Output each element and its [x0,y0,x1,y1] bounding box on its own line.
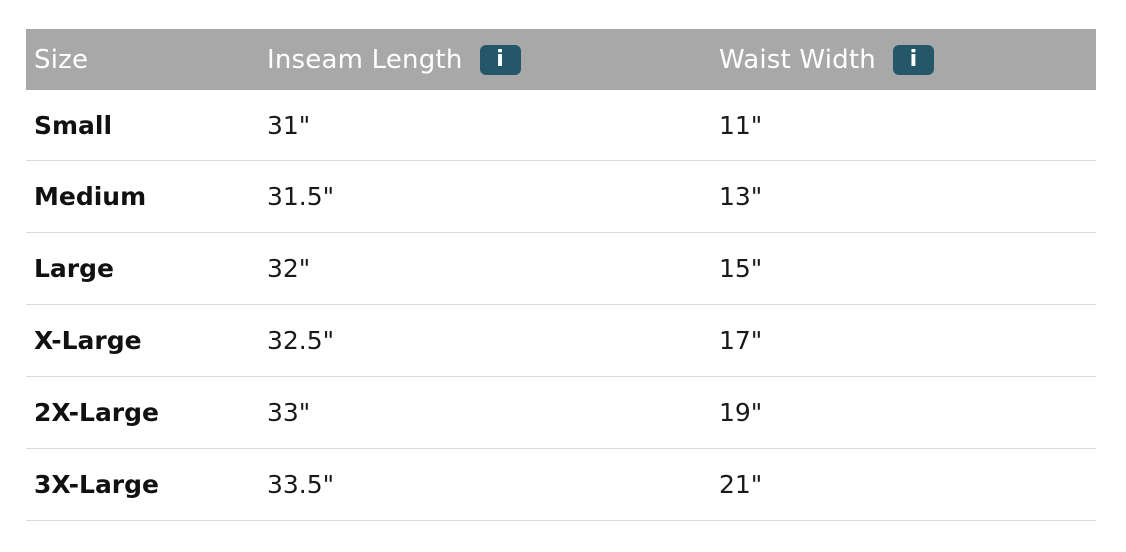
table-row: Large 32" 15" [26,233,1096,305]
header-cell-waist: Waist Width i [711,44,1096,75]
header-label-size: Size [34,44,89,75]
table-row: Small 31" 11" [26,90,1096,161]
table-row: 3X-Large 33.5" 21" [26,449,1096,521]
inseam-value-cell: 32" [267,254,311,283]
waist-info-icon[interactable]: i [892,44,934,75]
inseam-value-cell: 33" [267,398,311,427]
header-cell-size: Size [26,45,259,75]
inseam-info-icon[interactable]: i [479,44,521,75]
header-label-waist: Waist Width [719,44,876,75]
size-name-cell: 3X-Large [34,470,159,499]
waist-value-cell: 17" [719,326,763,355]
inseam-value-cell: 33.5" [267,470,335,499]
size-name-cell: Medium [34,182,147,211]
waist-value-cell: 15" [719,254,763,283]
waist-value-cell: 13" [719,182,763,211]
size-chart-table: Size Inseam Length i Waist Width i Small… [26,29,1096,521]
table-row: 2X-Large 33" 19" [26,377,1096,449]
table-body: Small 31" 11" Medium 31.5" 13" Large 32"… [26,90,1096,521]
waist-value-cell: 19" [719,398,763,427]
header-cell-inseam: Inseam Length i [259,44,711,75]
waist-value-cell: 11" [719,110,763,140]
inseam-value-cell: 31" [267,110,311,140]
table-row: Medium 31.5" 13" [26,161,1096,233]
size-name-cell: Large [34,254,114,283]
inseam-value-cell: 31.5" [267,182,335,211]
table-header-row: Size Inseam Length i Waist Width i [26,29,1096,90]
size-name-cell: 2X-Large [34,398,159,427]
table-row: X-Large 32.5" 17" [26,305,1096,377]
header-label-inseam: Inseam Length [267,44,463,75]
size-name-cell: X-Large [34,326,142,355]
inseam-value-cell: 32.5" [267,326,335,355]
size-name-cell: Small [34,110,113,140]
waist-value-cell: 21" [719,470,763,499]
